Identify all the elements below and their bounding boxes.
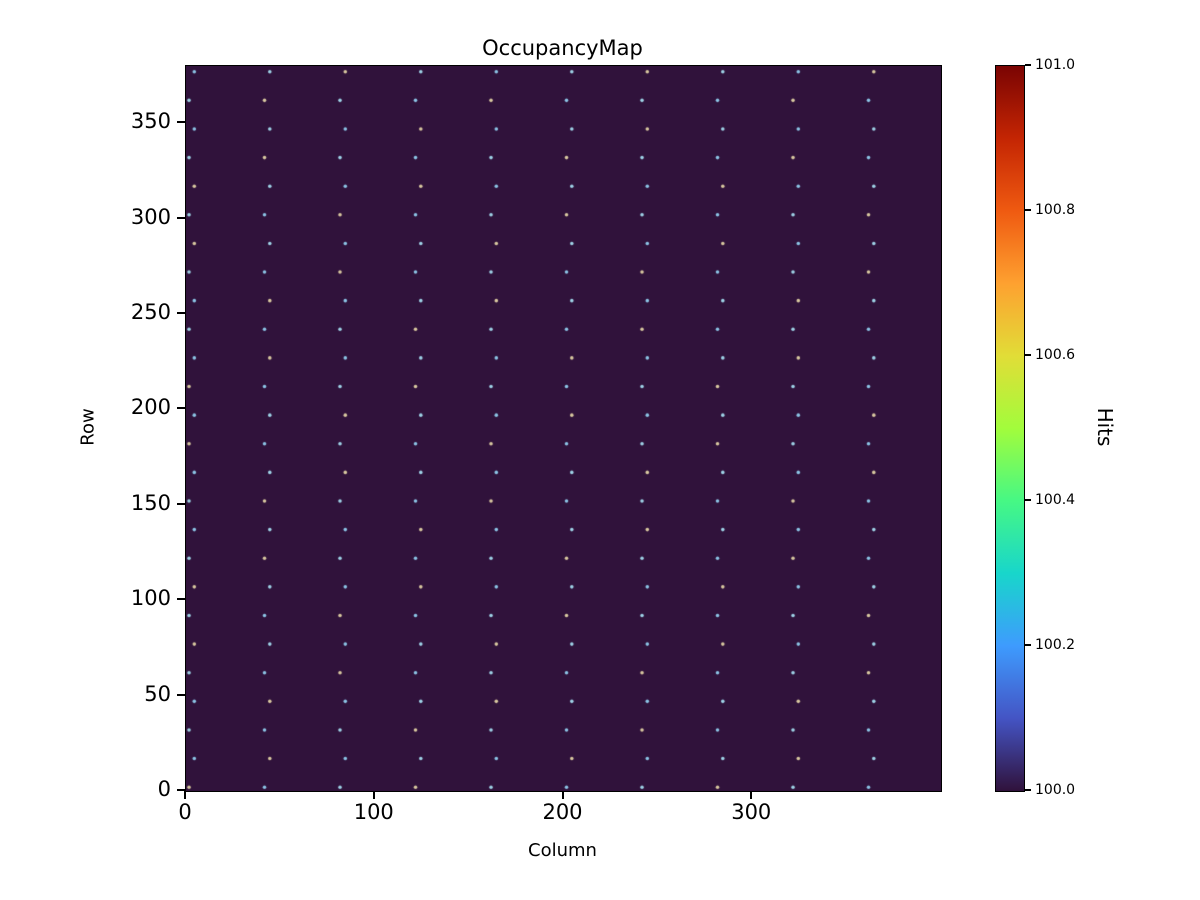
y-tick-label: 150 xyxy=(130,490,171,515)
y-tick-mark xyxy=(177,693,185,696)
y-tick-label: 50 xyxy=(144,681,171,706)
x-tick-label: 100 xyxy=(353,800,394,824)
y-tick-mark xyxy=(177,216,185,219)
x-tick-label: 0 xyxy=(178,800,192,824)
x-tick-mark xyxy=(561,791,564,799)
y-tick-label: 250 xyxy=(130,300,171,325)
y-tick-label: 300 xyxy=(130,204,171,229)
colorbar-tick-mark xyxy=(1025,644,1031,646)
y-tick-mark xyxy=(177,407,185,410)
y-axis-label: Row xyxy=(77,408,99,446)
y-tick-mark xyxy=(177,598,185,601)
colorbar-tick-label: 100.8 xyxy=(1035,202,1076,218)
colorbar-tick-mark xyxy=(1025,209,1031,211)
colorbar-tick-label: 100.0 xyxy=(1035,782,1076,798)
colorbar-tick-label: 100.6 xyxy=(1035,347,1076,363)
x-tick-label: 200 xyxy=(542,800,583,824)
y-tick-label: 200 xyxy=(130,395,171,420)
colorbar-tick-label: 100.2 xyxy=(1035,637,1076,653)
x-tick-mark xyxy=(184,791,186,799)
chart-title: OccupancyMap xyxy=(482,36,643,60)
y-tick-mark xyxy=(177,502,185,505)
heatmap-plot-area xyxy=(185,65,942,792)
heatmap-canvas xyxy=(186,66,941,791)
y-tick-label: 350 xyxy=(130,109,171,134)
colorbar-tick-label: 101.0 xyxy=(1035,57,1076,73)
y-tick-label: 0 xyxy=(157,777,171,801)
colorbar xyxy=(995,65,1025,792)
colorbar-tick-mark xyxy=(1025,789,1031,791)
x-axis-label: Column xyxy=(528,840,597,861)
colorbar-tick-mark xyxy=(1025,499,1031,501)
colorbar-tick-label: 100.4 xyxy=(1035,492,1076,508)
y-tick-mark xyxy=(177,121,185,124)
colorbar-tick-mark xyxy=(1025,64,1031,66)
x-tick-label: 300 xyxy=(731,800,772,824)
x-tick-mark xyxy=(372,791,375,799)
colorbar-label: Hits xyxy=(1093,407,1117,447)
y-tick-mark xyxy=(177,789,185,791)
colorbar-tick-mark xyxy=(1025,354,1031,356)
y-tick-label: 100 xyxy=(130,586,171,611)
y-tick-mark xyxy=(177,312,185,315)
x-tick-mark xyxy=(750,791,753,799)
